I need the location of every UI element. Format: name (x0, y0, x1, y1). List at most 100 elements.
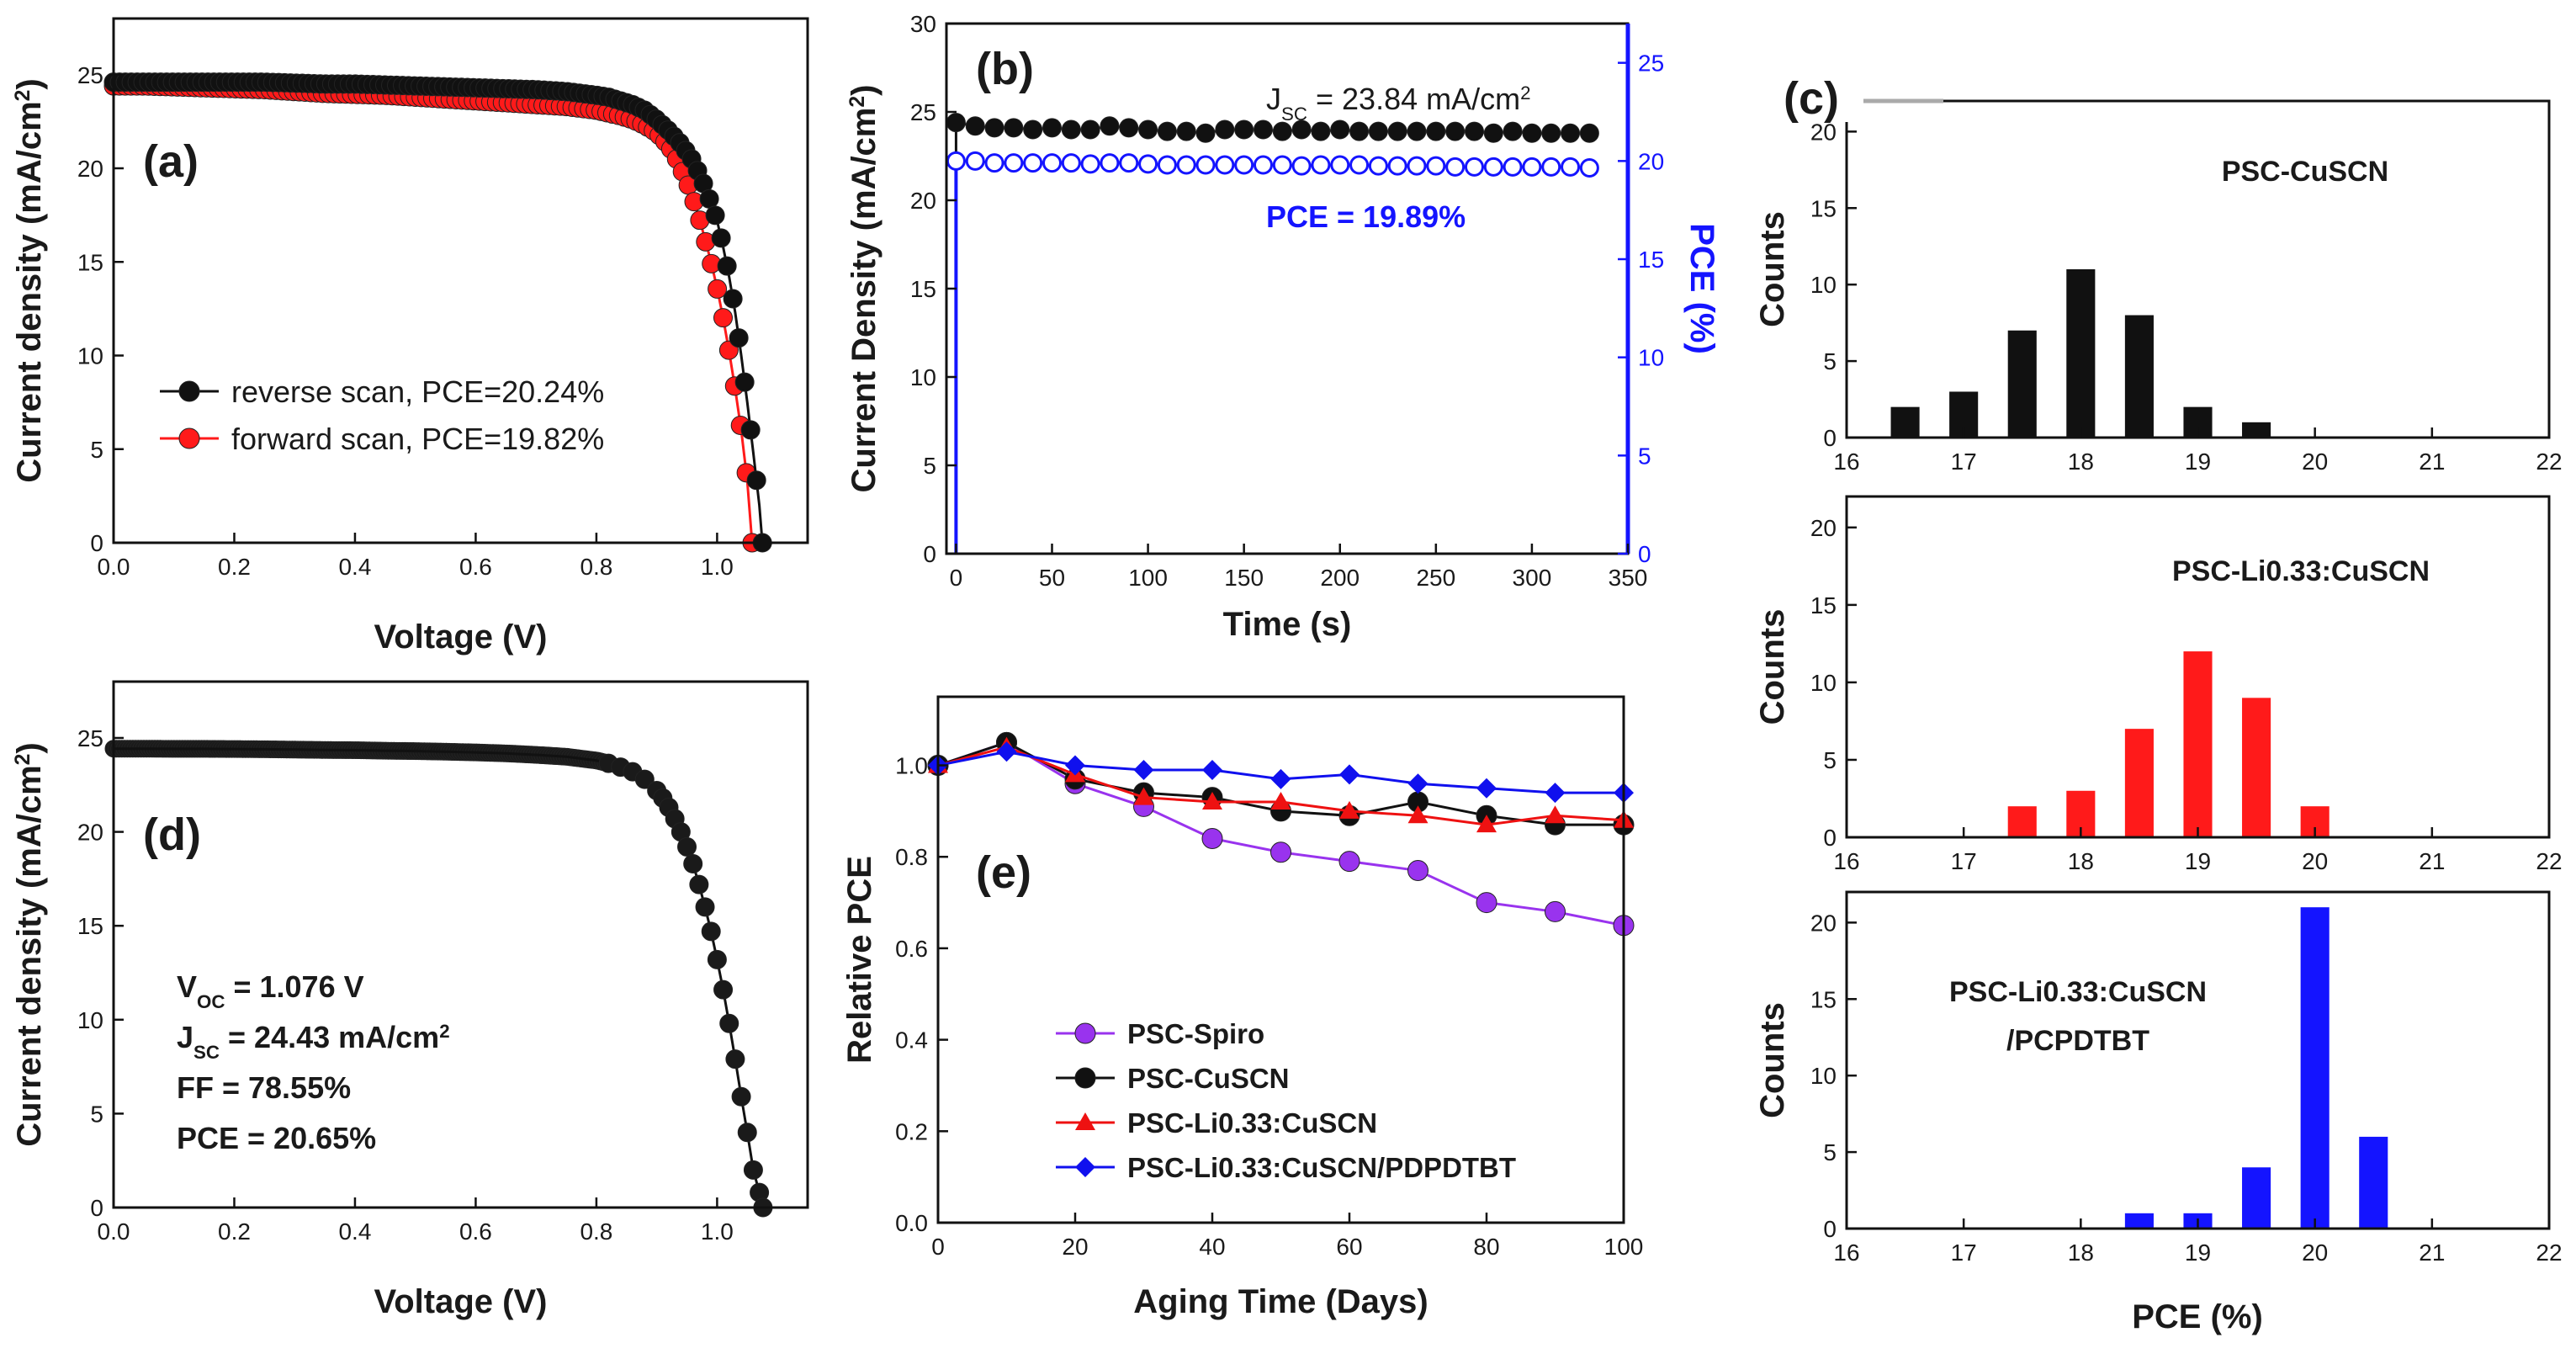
histogram-1: 16 17 18 19 20 21 22 0 5 10 15 20 Counts PSC-CuSCN (1754, 99, 2563, 475)
histogram-2: 16 17 18 19 20 21 22 0 5 10 15 20 Counts PSC-Li0.33:C… (1754, 495, 2563, 874)
data-point (1407, 121, 1427, 141)
device-parameter-part: = 24.43 mA/cm (220, 1020, 439, 1054)
data-point (1234, 155, 1254, 175)
data-point (723, 289, 743, 309)
data-point (1080, 119, 1100, 140)
data-point (711, 228, 731, 248)
bar (2242, 422, 2271, 438)
panel-label: (d) (143, 810, 201, 860)
data-point (1368, 156, 1388, 176)
data-point (1065, 755, 1085, 776)
c2-xtick-label: 19 (2185, 848, 2211, 874)
data-point (717, 256, 737, 276)
c1-xtick-label: 20 (2302, 449, 2328, 475)
bar (2124, 729, 2154, 837)
data-point (1407, 805, 1428, 824)
x-axis-label: Voltage (V) (374, 1283, 548, 1320)
a-xtick-label: 0.8 (580, 554, 612, 580)
data-point (1202, 792, 1222, 810)
c3-ytick-label: 5 (1823, 1139, 1837, 1165)
bar (2007, 330, 2037, 438)
data-point (1579, 158, 1599, 178)
device-parameter-part: OC (197, 991, 225, 1012)
x-axis-label: Voltage (V) (374, 618, 548, 656)
bar (2242, 1167, 2271, 1229)
data-point (1023, 153, 1043, 173)
data-point (1157, 155, 1177, 175)
b-xtick-label: 350 (1609, 565, 1648, 591)
panel-label: (c) (1784, 73, 1839, 124)
legend-marker (178, 427, 200, 449)
b-xtick-label: 150 (1224, 565, 1264, 591)
y-axis-label: Current density (mA/cm2) (11, 78, 48, 483)
jsc-annotation-part: SC (1281, 104, 1307, 125)
data-point (1407, 156, 1427, 176)
device-parameter-part: 2 (439, 1021, 449, 1042)
data-point (1291, 119, 1312, 140)
data-point (984, 153, 1004, 173)
y-axis-label: Current density (mA/cm2) (11, 742, 48, 1147)
data-point (1061, 153, 1081, 173)
data-point (1349, 121, 1370, 141)
data-point (1195, 123, 1216, 143)
y-axis-label-part: Current density (mA/cm (11, 765, 48, 1146)
data-point (1445, 157, 1466, 177)
legend-label: reverse scan, PCE=20.24% (231, 374, 604, 409)
histogram-3: 16 17 18 19 20 21 22 0 5 10 15 20 Counts PSC-Li0.33:C… (1754, 890, 2563, 1266)
c2-xtick-label: 21 (2419, 848, 2445, 874)
b-xtick-label: 300 (1513, 565, 1552, 591)
panel-a: 0.0 0.2 0.4 0.6 0.8 1.0 0 5 10 15 20 25 Voltage (V) C… (11, 17, 809, 656)
a-ytick-label: 25 (77, 62, 103, 88)
jsc-annotation-part: 2 (1520, 82, 1530, 104)
y-axis-label-part: 2 (12, 754, 34, 766)
data-point (713, 308, 733, 328)
d-ytick-label: 25 (77, 725, 103, 751)
data-point (708, 279, 728, 299)
data-point (1270, 841, 1291, 863)
data-point (1253, 119, 1273, 140)
c2-ytick-label: 15 (1810, 592, 1837, 618)
c2-xtick-label: 17 (1951, 848, 1977, 874)
data-point (1541, 157, 1561, 177)
data-point (1368, 121, 1388, 141)
c3-ytick-label: 15 (1810, 986, 1837, 1012)
y-axis-label-part: 2 (12, 90, 34, 102)
data-point (1004, 118, 1024, 138)
data-point (729, 328, 749, 348)
y-axis-label: Current Density (mA/cm2) (845, 85, 883, 493)
legend-label: PSC-Spiro (1127, 1018, 1264, 1049)
c3-ytick-label: 0 (1823, 1216, 1837, 1242)
c2-ytick-label: 20 (1810, 515, 1837, 541)
data-point (689, 874, 709, 894)
panel-e: 0 20 40 60 80 100 0.0 0.2 0.4 0.6 0.8 1.0 Aging Time… (841, 695, 1643, 1320)
e-ytick-label: 0.6 (895, 936, 928, 962)
b-ytick-right-label: 15 (1638, 247, 1664, 273)
legend-marker (178, 380, 200, 402)
b-ytick-label: 10 (910, 364, 936, 390)
d-ytick-label: 15 (77, 913, 103, 939)
data-point (1349, 155, 1370, 175)
data-point (1445, 121, 1466, 141)
data-point (1042, 118, 1062, 138)
c3-xtick-label: 16 (1833, 1240, 1859, 1266)
legend-label: PSC-Li0.33:CuSCN (1127, 1107, 1377, 1139)
axes-a-frame (112, 17, 809, 544)
c2-xtick-label: 22 (2536, 848, 2562, 874)
c3-xtick-label: 18 (2068, 1240, 2094, 1266)
c2-xtick-label: 18 (2068, 848, 2094, 874)
c3-xtick-label: 20 (2302, 1240, 2328, 1266)
data-point (1270, 768, 1291, 789)
b-ytick-label: 30 (910, 11, 936, 37)
legend-marker (1075, 1112, 1095, 1130)
a-xtick-label: 0.4 (338, 554, 371, 580)
y-axis-label: Relative PCE (841, 856, 878, 1064)
data-point (719, 1013, 739, 1033)
bar (2242, 698, 2271, 837)
data-point (1330, 155, 1350, 175)
data-point (984, 118, 1004, 138)
panel-label: (a) (143, 136, 199, 187)
data-point (1100, 116, 1120, 136)
c1-xtick-label: 17 (1951, 449, 1977, 475)
e-xtick-label: 20 (1062, 1234, 1088, 1260)
c3-ytick-label: 20 (1810, 910, 1837, 936)
